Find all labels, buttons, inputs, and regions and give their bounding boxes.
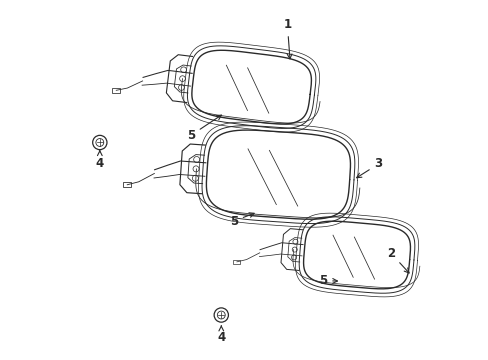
Bar: [123, 182, 131, 187]
Text: 5: 5: [318, 274, 337, 287]
Bar: [233, 260, 240, 264]
Text: 5: 5: [186, 115, 221, 142]
Text: 4: 4: [96, 151, 104, 170]
Text: 5: 5: [229, 213, 254, 228]
Text: 3: 3: [356, 157, 382, 178]
Text: 1: 1: [283, 18, 291, 59]
Bar: [112, 88, 120, 93]
Text: 2: 2: [386, 247, 408, 273]
Text: 4: 4: [217, 326, 225, 345]
